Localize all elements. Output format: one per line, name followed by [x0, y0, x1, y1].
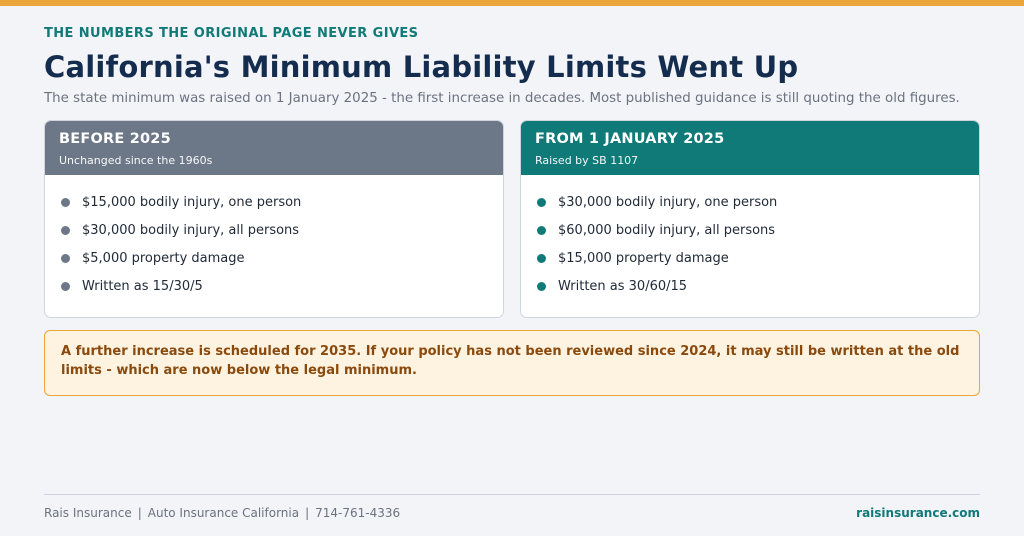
card-from-2025: FROM 1 JANUARY 2025 Raised by SB 1107 $3… [520, 120, 980, 318]
list-item: $30,000 bodily injury, one person [537, 188, 979, 216]
list-item-text: $15,000 property damage [558, 250, 729, 266]
footer-separator: | [305, 506, 310, 520]
footer-section: Auto Insurance California [147, 506, 300, 520]
list-item: $60,000 bodily injury, all persons [537, 216, 979, 244]
bullet-dot-icon [61, 281, 70, 291]
card-header: BEFORE 2025 Unchanged since the 1960s [45, 121, 503, 175]
list-item: $15,000 property damage [537, 244, 979, 272]
list-item-text: $30,000 bodily injury, one person [558, 194, 778, 210]
list-item: Written as 30/60/15 [537, 272, 979, 300]
warning-callout: A further increase is scheduled for 2035… [44, 330, 980, 396]
card-title: BEFORE 2025 [59, 131, 171, 147]
bullet-dot-icon [537, 253, 546, 263]
main-content: THE NUMBERS THE ORIGINAL PAGE NEVER GIVE… [44, 26, 980, 396]
list-item-text: $15,000 bodily injury, one person [82, 194, 302, 210]
card-header: FROM 1 JANUARY 2025 Raised by SB 1107 [521, 121, 979, 175]
footer-separator: | [137, 506, 142, 520]
page-title: California's Minimum Liability Limits We… [44, 50, 799, 84]
eyebrow-label: THE NUMBERS THE ORIGINAL PAGE NEVER GIVE… [44, 26, 419, 41]
top-accent-bar [0, 0, 1024, 6]
footer-website-link[interactable]: raisinsurance.com [856, 506, 980, 520]
list-item: $5,000 property damage [61, 244, 503, 272]
card-title: FROM 1 JANUARY 2025 [535, 131, 725, 147]
list-item: $15,000 bodily injury, one person [61, 188, 503, 216]
list-item-text: $60,000 bodily injury, all persons [558, 222, 776, 238]
list-item: $30,000 bodily injury, all persons [61, 216, 503, 244]
bullet-dot-icon [61, 197, 70, 207]
bullet-dot-icon [537, 281, 546, 291]
bullet-dot-icon [537, 197, 546, 207]
card-before-2025: BEFORE 2025 Unchanged since the 1960s $1… [44, 120, 504, 318]
bullet-dot-icon [61, 225, 70, 235]
card-subtitle: Unchanged since the 1960s [59, 154, 213, 167]
list-item-text: Written as 30/60/15 [558, 278, 688, 294]
page-subtitle: The state minimum was raised on 1 Januar… [44, 91, 960, 106]
footer-divider [44, 494, 980, 495]
list-item-text: $30,000 bodily injury, all persons [82, 222, 300, 238]
footer-phone[interactable]: 714-761-4336 [315, 506, 401, 520]
limits-list: $15,000 bodily injury, one person $30,00… [45, 175, 503, 300]
list-item-text: Written as 15/30/5 [82, 278, 203, 294]
bullet-dot-icon [537, 225, 546, 235]
footer-brand: Rais Insurance [44, 506, 132, 520]
limits-list: $30,000 bodily injury, one person $60,00… [521, 175, 979, 300]
bullet-dot-icon [61, 253, 70, 263]
list-item-text: $5,000 property damage [82, 250, 245, 266]
comparison-cards: BEFORE 2025 Unchanged since the 1960s $1… [44, 120, 980, 318]
card-subtitle: Raised by SB 1107 [535, 154, 639, 167]
footer-info: Rais Insurance | Auto Insurance California… [44, 505, 400, 521]
list-item: Written as 15/30/5 [61, 272, 503, 300]
